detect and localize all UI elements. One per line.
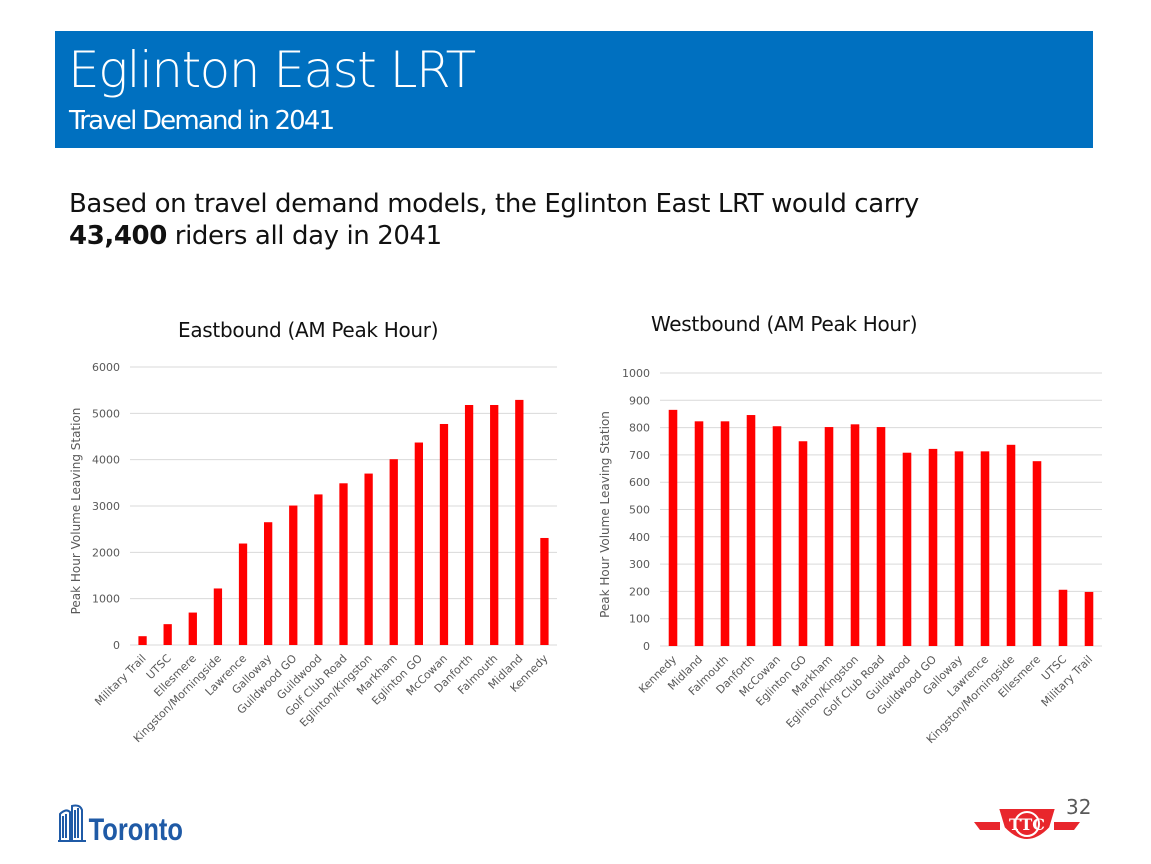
westbound-bar: [798, 441, 808, 646]
westbound-bar: [1084, 591, 1094, 646]
westbound-bar: [954, 451, 964, 646]
westbound-bar: [850, 424, 860, 646]
eastbound-ylabel: Peak Hour Volume Leaving Station: [69, 408, 83, 615]
westbound-bar: [1032, 461, 1042, 646]
eastbound-ytick-label: 4000: [92, 454, 120, 467]
westbound-bar: [694, 421, 704, 646]
westbound-bar: [902, 452, 912, 646]
westbound-ytick-label: 500: [629, 504, 650, 517]
eastbound-ytick-label: 2000: [92, 546, 120, 559]
eastbound-ytick-label: 0: [113, 639, 120, 652]
westbound-bar: [876, 427, 886, 646]
slide-title: Eglinton East LRT: [68, 41, 476, 99]
westbound-bar: [928, 448, 938, 646]
westbound-ytick-label: 200: [629, 585, 650, 598]
westbound-bar: [980, 451, 990, 646]
westbound-chart-title: Westbound (AM Peak Hour): [651, 312, 918, 336]
eastbound-bar: [163, 624, 172, 645]
toronto-wordmark: Toronto: [89, 812, 183, 847]
eastbound-bar: [364, 473, 373, 645]
eastbound-bar: [439, 423, 449, 645]
eastbound-bar: [138, 636, 147, 645]
eastbound-bar: [264, 522, 273, 645]
toronto-logo: Toronto: [58, 800, 208, 850]
westbound-bar: [668, 409, 678, 646]
page-number: 32: [1066, 795, 1092, 819]
title-banner: Eglinton East LRT Travel Demand in 2041: [55, 31, 1093, 148]
eastbound-bar: [414, 442, 423, 645]
intro-line-1: Based on travel demand models, the Eglin…: [69, 189, 919, 219]
eastbound-ytick-label: 3000: [92, 500, 120, 513]
westbound-ytick-label: 900: [629, 394, 650, 407]
eastbound-bar: [490, 404, 499, 645]
eastbound-bar: [238, 543, 248, 645]
intro-line-2-rest: riders all day in 2041: [166, 221, 442, 251]
eastbound-bar: [213, 588, 223, 645]
eastbound-ytick-label: 5000: [92, 407, 120, 420]
westbound-ytick-label: 400: [629, 531, 650, 544]
ridership-figure: 43,400: [69, 221, 167, 251]
eastbound-chart-title: Eastbound (AM Peak Hour): [178, 318, 439, 342]
slide-subtitle: Travel Demand in 2041: [69, 106, 335, 136]
westbound-bar: [1006, 444, 1016, 646]
eastbound-bar: [339, 483, 348, 645]
intro-line-2: 43,400 riders all day in 2041: [69, 220, 919, 252]
westbound-ytick-label: 600: [629, 476, 650, 489]
westbound-ytick-label: 300: [629, 558, 650, 571]
eastbound-ytick-label: 6000: [92, 361, 120, 374]
eastbound-ytick-label: 1000: [92, 593, 120, 606]
ttc-logo: TTC: [972, 800, 1082, 850]
westbound-bar: [824, 427, 834, 646]
eastbound-bar: [389, 459, 398, 645]
westbound-ytick-label: 1000: [622, 367, 650, 380]
eastbound-bar: [188, 612, 197, 645]
westbound-ylabel: Peak Hour Volume Leaving Station: [598, 411, 612, 618]
westbound-bar: [772, 426, 782, 646]
westbound-ytick-label: 700: [629, 449, 650, 462]
westbound-bar: [1058, 589, 1068, 646]
eastbound-bar: [289, 505, 298, 645]
westbound-ytick-label: 800: [629, 422, 650, 435]
westbound-bar: [720, 421, 730, 646]
city-hall-icon: Toronto: [58, 804, 183, 848]
ttc-monogram: TTC: [1009, 815, 1045, 834]
eastbound-xtick-label: Military Trail: [92, 652, 148, 708]
ttc-emblem-icon: TTC: [974, 807, 1080, 841]
eastbound-bar: [464, 404, 474, 645]
eastbound-bar: [540, 537, 549, 645]
westbound-ytick-label: 100: [629, 613, 650, 626]
westbound-ytick-label: 0: [643, 640, 650, 653]
eastbound-bar: [515, 399, 524, 645]
westbound-bar: [746, 415, 756, 646]
intro-text: Based on travel demand models, the Eglin…: [69, 188, 919, 252]
eastbound-bar: [314, 494, 323, 645]
